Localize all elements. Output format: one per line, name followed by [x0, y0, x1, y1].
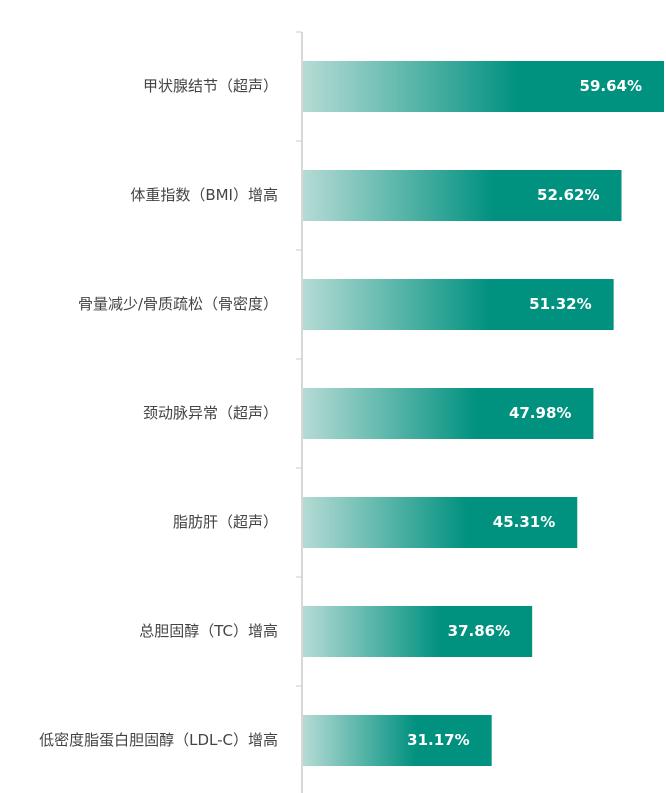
category-label: 总胆固醇（TC）增高 [139, 622, 278, 640]
value-label: 51.32% [529, 295, 591, 313]
bar [303, 715, 492, 766]
category-label: 低密度脂蛋白胆固醇（LDL-C）增高 [39, 731, 278, 749]
value-label: 37.86% [448, 622, 510, 640]
value-label: 52.62% [537, 186, 599, 204]
bar [303, 170, 622, 221]
category-label: 体重指数（BMI）增高 [130, 186, 278, 204]
bar [303, 497, 578, 548]
category-label: 颈动脉异常（超声） [143, 404, 278, 422]
bar [303, 61, 664, 112]
value-label: 59.64% [580, 77, 642, 95]
value-label: 31.17% [407, 731, 469, 749]
category-label: 骨量减少/骨质疏松（骨密度） [78, 295, 278, 313]
bar [303, 606, 533, 657]
bar [303, 388, 594, 439]
category-label: 脂肪肝（超声） [173, 513, 278, 531]
bar [303, 279, 614, 330]
category-label: 甲状腺结节（超声） [143, 77, 278, 95]
value-label: 45.31% [493, 513, 555, 531]
value-label: 47.98% [509, 404, 571, 422]
